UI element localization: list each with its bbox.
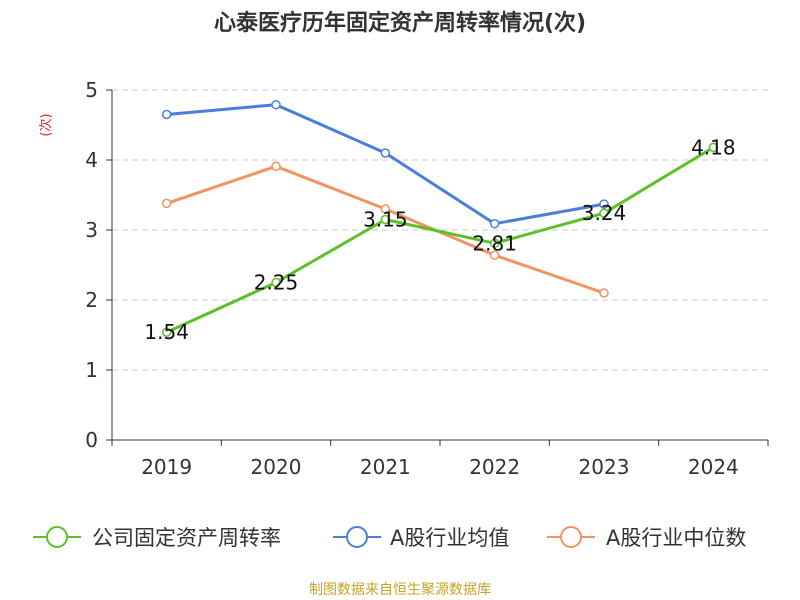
data-label: 2.81: [472, 231, 517, 255]
series-line: [166, 146, 715, 334]
data-point: [271, 277, 281, 288]
x-tick-label: 2024: [688, 455, 739, 479]
y-tick-label: 1: [85, 358, 98, 382]
x-tick-label: 2020: [251, 455, 302, 479]
data-labels: 1.54 2.25 3.15 2.81 3.24 4.18: [144, 135, 735, 344]
legend-marker: [560, 526, 582, 548]
legend: 公司固定资产周转率 A股行业均值 A股行业中位数: [33, 526, 746, 550]
data-point: [708, 142, 719, 153]
data-point: [161, 109, 172, 120]
data-point: [599, 288, 609, 298]
legend-item: A股行业均值: [333, 526, 509, 550]
data-point: [489, 250, 500, 260]
x-tick-label: 2022: [469, 455, 520, 479]
y-tick-label: 3: [85, 218, 98, 242]
data-point: [161, 327, 172, 337]
y-tick-label: 5: [85, 78, 98, 102]
legend-label: A股行业中位数: [606, 526, 746, 550]
data-point: [380, 204, 391, 214]
source-note: 制图数据来自恒生聚源数据库: [309, 582, 491, 598]
legend-marker: [46, 526, 68, 548]
data-point: [271, 161, 281, 172]
x-tick-label: 2023: [579, 455, 630, 479]
data-label: 2.25: [254, 271, 299, 295]
legend-item: 公司固定资产周转率: [33, 526, 281, 550]
y-tick-label: 4: [85, 148, 98, 172]
data-point: [489, 238, 500, 249]
data-label: 4.18: [691, 135, 736, 159]
x-tick-label: 2019: [141, 455, 192, 479]
x-tick-label: 2021: [360, 455, 411, 479]
chart-title: 心泰医疗历年固定资产周转率情况(次): [214, 10, 586, 36]
data-point: [380, 148, 391, 158]
axes: 0 1 2 3 4 5 2019 2020 2021 2022 2023 2024: [85, 78, 769, 479]
data-point: [489, 218, 500, 229]
y-tick-label: 0: [85, 428, 98, 452]
data-point: [380, 214, 391, 225]
data-point: [271, 99, 281, 110]
data-label: 1.54: [144, 320, 189, 344]
y-axis-label: (次): [38, 113, 54, 136]
data-point: [161, 198, 172, 209]
data-label: 3.15: [363, 208, 408, 232]
data-point: [599, 199, 609, 209]
data-point: [599, 208, 609, 218]
legend-marker: [346, 526, 368, 548]
legend-label: A股行业均值: [390, 526, 509, 550]
y-tick-label: 2: [85, 288, 98, 312]
series-layer: [161, 99, 719, 337]
data-label: 3.24: [582, 201, 627, 225]
legend-item: A股行业中位数: [547, 526, 746, 550]
legend-label: 公司固定资产周转率: [92, 526, 281, 550]
